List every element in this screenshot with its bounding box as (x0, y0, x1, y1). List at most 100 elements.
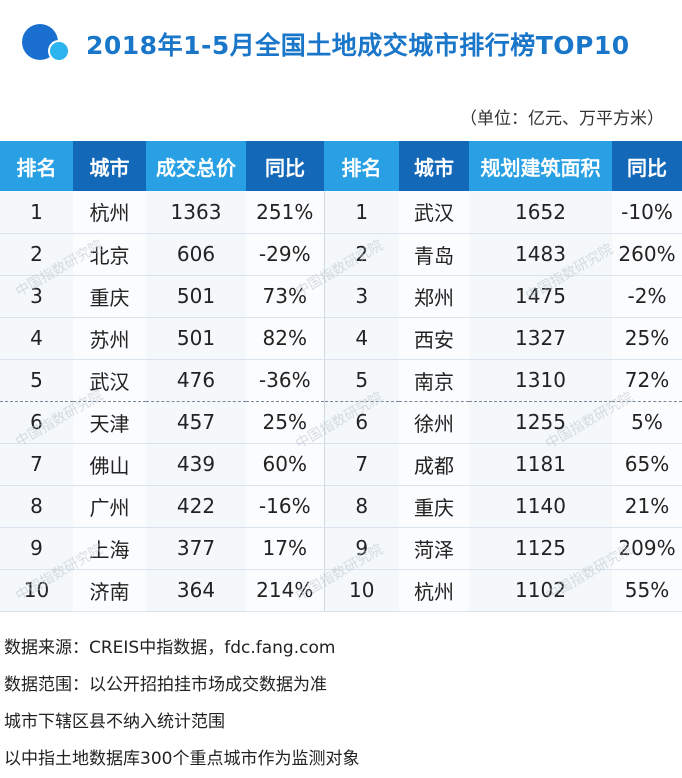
table-body: 1 杭州 1363 251% 1 武汉 1652 -10% 2 北京 606 -29% 2 青岛 1483 2… (0, 191, 682, 612)
city-cell: 重庆 (73, 275, 146, 318)
unit-note: （单位：亿元、万平方米） (460, 109, 664, 129)
total-price-cell: 377 (146, 527, 246, 570)
yoy-cell: 17% (246, 527, 325, 570)
page-title: 2018年1-5月全国土地成交城市排行榜TOP10 (86, 31, 630, 60)
city-cell: 成都 (399, 443, 469, 486)
col-header-rank: 排名 (0, 141, 73, 191)
yoy-cell: 209% (612, 527, 682, 570)
yoy-cell: 73% (246, 275, 325, 318)
city-cell: 济南 (73, 569, 146, 612)
city-cell: 佛山 (73, 443, 146, 486)
floor-area-cell: 1652 (469, 191, 612, 234)
total-price-cell: 501 (146, 317, 246, 360)
header-row: 排名 城市 成交总价 同比 排名 城市 规划建筑面积 同比 (0, 141, 682, 191)
city-cell: 北京 (73, 233, 146, 276)
city-cell: 广州 (73, 485, 146, 528)
total-price-cell: 476 (146, 359, 246, 402)
floor-area-cell: 1327 (469, 317, 612, 360)
floor-area-cell: 1140 (469, 485, 612, 528)
table-row: 10 济南 364 214% 10 杭州 1102 55% (0, 569, 682, 612)
rank-cell: 5 (0, 359, 73, 402)
col-header-city: 城市 (73, 141, 146, 191)
city-cell: 天津 (73, 401, 146, 444)
total-price-cell: 606 (146, 233, 246, 276)
city-cell: 菏泽 (399, 527, 469, 570)
table-row: 4 苏州 501 82% 4 西安 1327 25% (0, 317, 682, 360)
col-header-yoy: 同比 (612, 141, 682, 191)
yoy-cell: -10% (612, 191, 682, 234)
footnotes: 数据来源：CREIS中指数据，fdc.fang.com 数据范围：以公开招拍挂市… (4, 630, 680, 778)
yoy-cell: 65% (612, 443, 682, 486)
total-price-cell: 501 (146, 275, 246, 318)
total-price-cell: 422 (146, 485, 246, 528)
col-header-rank: 排名 (324, 141, 399, 191)
city-cell: 青岛 (399, 233, 469, 276)
total-price-cell: 457 (146, 401, 246, 444)
rank-cell: 6 (324, 401, 399, 444)
rank-cell: 1 (0, 191, 73, 234)
table-row: 3 重庆 501 73% 3 郑州 1475 -2% (0, 275, 682, 318)
city-cell: 杭州 (73, 191, 146, 234)
city-cell: 武汉 (399, 191, 469, 234)
floor-area-cell: 1102 (469, 569, 612, 612)
note-source: 数据来源：CREIS中指数据，fdc.fang.com (4, 638, 336, 658)
rank-cell: 5 (324, 359, 399, 402)
floor-area-cell: 1483 (469, 233, 612, 276)
city-cell: 西安 (399, 317, 469, 360)
city-cell: 重庆 (399, 485, 469, 528)
brand-logo (22, 18, 70, 66)
col-header-total-price: 成交总价 (146, 141, 246, 191)
total-price-cell: 364 (146, 569, 246, 612)
city-cell: 苏州 (73, 317, 146, 360)
rank-cell: 4 (0, 317, 73, 360)
yoy-cell: -16% (246, 485, 325, 528)
city-cell: 上海 (73, 527, 146, 570)
rank-cell: 8 (324, 485, 399, 528)
table-row: 5 武汉 476 -36% 5 南京 1310 72% (0, 359, 682, 402)
yoy-cell: 260% (612, 233, 682, 276)
table-row: 6 天津 457 25% 6 徐州 1255 5% (0, 401, 682, 444)
col-header-city: 城市 (399, 141, 469, 191)
yoy-cell: 72% (612, 359, 682, 402)
yoy-cell: 82% (246, 317, 325, 360)
yoy-cell: -29% (246, 233, 325, 276)
yoy-cell: 21% (612, 485, 682, 528)
rank-cell: 2 (0, 233, 73, 276)
rank-cell: 7 (324, 443, 399, 486)
city-cell: 郑州 (399, 275, 469, 318)
yoy-cell: 251% (246, 191, 325, 234)
logo-circle-small (48, 40, 70, 62)
rank-cell: 8 (0, 485, 73, 528)
col-header-planned-floor-area: 规划建筑面积 (469, 141, 612, 191)
floor-area-cell: 1255 (469, 401, 612, 444)
col-header-yoy: 同比 (246, 141, 324, 191)
total-price-cell: 1363 (146, 191, 246, 234)
ranking-table: 排名 城市 成交总价 同比 排名 城市 规划建筑面积 同比 1 杭州 1363 251% 1 武汉 165… (0, 141, 682, 612)
rank-cell: 9 (324, 527, 399, 570)
note-sample: 以中指土地数据库300个重点城市作为监测对象 (4, 749, 360, 769)
city-cell: 徐州 (399, 401, 469, 444)
rank-cell: 10 (324, 569, 399, 612)
rank-cell: 9 (0, 527, 73, 570)
city-cell: 南京 (399, 359, 469, 402)
yoy-cell: -36% (246, 359, 325, 402)
table-row: 1 杭州 1363 251% 1 武汉 1652 -10% (0, 191, 682, 234)
rank-cell: 3 (324, 275, 399, 318)
yoy-cell: 55% (612, 569, 682, 612)
floor-area-cell: 1125 (469, 527, 612, 570)
floor-area-cell: 1181 (469, 443, 612, 486)
table-row: 2 北京 606 -29% 2 青岛 1483 260% (0, 233, 682, 276)
yoy-cell: -2% (612, 275, 682, 318)
table-row: 8 广州 422 -16% 8 重庆 1140 21% (0, 485, 682, 528)
rank-cell: 2 (324, 233, 399, 276)
yoy-cell: 25% (246, 401, 325, 444)
rank-cell: 3 (0, 275, 73, 318)
yoy-cell: 5% (612, 401, 682, 444)
note-scope: 数据范围：以公开招拍挂市场成交数据为准 (4, 675, 327, 695)
rank-cell: 4 (324, 317, 399, 360)
total-price-cell: 439 (146, 443, 246, 486)
table-row: 7 佛山 439 60% 7 成都 1181 65% (0, 443, 682, 486)
note-exclusion: 城市下辖区县不纳入统计范围 (4, 712, 225, 732)
city-cell: 杭州 (399, 569, 469, 612)
city-cell: 武汉 (73, 359, 146, 402)
